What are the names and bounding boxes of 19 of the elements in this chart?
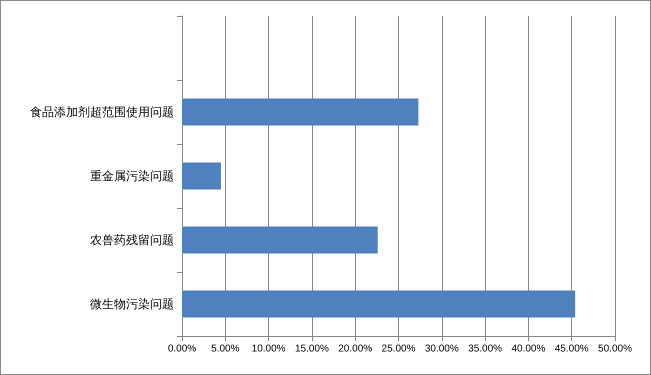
bar xyxy=(182,162,221,190)
x-tick-label: 40.00% xyxy=(511,344,546,354)
x-tick-label: 25.00% xyxy=(382,344,416,354)
x-tick-label: 10.00% xyxy=(252,344,286,354)
x-tick-label: 50.00% xyxy=(598,344,632,354)
x-tick-label: 5.00% xyxy=(211,344,240,354)
y-tick-label: 农兽药残留问题 xyxy=(90,233,174,247)
x-tick-label: 20.00% xyxy=(338,344,372,354)
x-tick-label: 0.00% xyxy=(168,344,196,354)
y-tick-label: 重金属污染问题 xyxy=(90,169,174,183)
x-tick-label: 15.00% xyxy=(294,344,329,354)
bar xyxy=(182,226,378,254)
y-tick-label: 微生物污染问题 xyxy=(90,297,174,311)
x-tick-label: 35.00% xyxy=(468,344,502,354)
x-tick-label: 30.00% xyxy=(424,344,459,354)
y-tick-label: 食品添加剂超范围使用问题 xyxy=(30,105,174,119)
bar xyxy=(182,290,576,318)
x-tick-label: 45.00% xyxy=(554,344,589,354)
bar xyxy=(182,98,418,126)
